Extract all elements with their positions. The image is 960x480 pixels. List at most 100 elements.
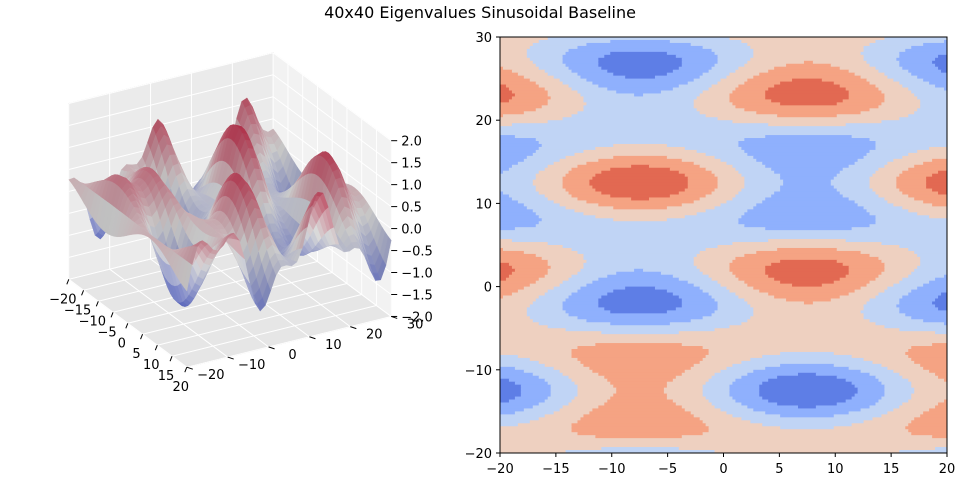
contour-band-cell [705, 194, 737, 199]
contour-band-cell [738, 295, 775, 300]
contour-band-cell [532, 60, 564, 65]
contour-band-cell [899, 188, 933, 193]
contour-band-cell [607, 292, 674, 297]
contour-band-cell [574, 381, 611, 386]
contour-band-cell [500, 414, 546, 418]
contour-x-tick-label: 5 [775, 462, 783, 477]
contour-band-cell [500, 54, 528, 59]
contour-band-cell [702, 387, 731, 392]
grid-x-floor [186, 315, 392, 368]
contour-band-cell [696, 265, 731, 270]
contour-plot: −20 −15 −10 −5 0 5 10 15 20 −20 −10 0 10 20 30 [465, 31, 956, 477]
contour-band-cell [738, 143, 877, 148]
contour-band-cell [875, 170, 903, 175]
contour-band-cell [526, 51, 567, 56]
contour-band-cell [833, 363, 883, 368]
contour-band-cell [738, 218, 877, 222]
contour-band-cell [500, 37, 549, 41]
contour-band-cell [738, 191, 775, 196]
contour-band-cell [631, 197, 650, 202]
contour-band-cell [869, 138, 947, 142]
contour-band-cell [500, 280, 537, 285]
contour-band-cell [717, 179, 745, 184]
contour-band-cell [666, 384, 704, 389]
contour-band-cell [693, 105, 737, 109]
contour-band-cell [932, 173, 947, 178]
contour-band-cell [595, 215, 686, 219]
contour-band-cell [500, 301, 534, 306]
contour-band-cell [917, 96, 947, 100]
contour-band-cell [932, 60, 947, 65]
contour-band-cell [544, 87, 573, 92]
contour-band-cell [714, 188, 742, 193]
contour-band-cell [500, 366, 516, 371]
contour-band-cell [500, 268, 516, 273]
contour-band-cell [559, 408, 593, 412]
contour-band-cell [869, 176, 897, 181]
surface-z-tick-label: 0.0 [401, 223, 422, 238]
contour-band-cell [729, 387, 760, 392]
contour-band-cell [500, 111, 525, 115]
contour-band-cell [613, 72, 668, 77]
contour-band-cell [842, 194, 880, 199]
contour-band-cell [750, 45, 865, 50]
contour-band-cell [720, 203, 757, 207]
contour-band-cell [690, 366, 728, 371]
contour-band-cell [666, 51, 716, 56]
contour-band-cell [714, 63, 745, 68]
contour-band-cell [869, 182, 897, 187]
contour-band-cell [535, 185, 564, 190]
contour-band-cell [613, 155, 668, 160]
contour-band-cell [681, 60, 719, 65]
contour-band-cell [944, 274, 947, 279]
contour-band-cell [759, 72, 856, 77]
contour-band-cell [932, 435, 947, 439]
contour-band-cell [711, 277, 739, 282]
contour-band-cell [610, 322, 671, 326]
contour-band-cell [678, 277, 713, 282]
contour-band-cell [500, 340, 947, 344]
contour-band-cell [899, 117, 947, 121]
contour-band-cell [544, 363, 585, 368]
contour-band-cell [500, 256, 543, 261]
contour-band-cell [500, 283, 531, 288]
contour-band-cell [511, 271, 549, 276]
contour-band-cell [929, 280, 947, 285]
contour-band-cell [762, 423, 853, 427]
contour-band-cell [938, 402, 947, 407]
contour-band-cell [768, 274, 847, 279]
contour-band-cell [687, 280, 719, 285]
contour-band-cell [863, 155, 903, 160]
contour-band-cell [681, 158, 722, 163]
contour-band-cell [765, 96, 850, 100]
contour-band-cell [753, 75, 862, 80]
surface-x-tick [66, 279, 70, 285]
contour-band-cell [592, 369, 686, 374]
contour-band-cell [836, 188, 874, 193]
contour-band-cell [675, 307, 719, 311]
contour-band-cell [500, 164, 513, 169]
contour-band-cell [744, 176, 781, 181]
contour-band-cell [565, 173, 596, 178]
contour-band-cell [616, 90, 662, 95]
grid-y-floor [68, 278, 188, 368]
contour-band-cell [678, 447, 936, 451]
contour-x-tick-label: 10 [827, 462, 844, 477]
contour-band-cell [699, 250, 757, 255]
contour-band-cell [750, 304, 865, 308]
contour-band-cell [848, 366, 888, 371]
contour-band-cell [500, 346, 579, 350]
contour-band-cell [538, 191, 570, 196]
contour-band-cell [920, 259, 947, 264]
contour-band-cell [765, 265, 850, 270]
contour-band-cell [926, 176, 947, 181]
contour-band-cell [714, 450, 900, 453]
contour-band-cell [500, 304, 531, 308]
contour-band-cell [908, 194, 947, 199]
contour-band-cell [944, 399, 947, 404]
surface-x-tick-label: 0 [118, 336, 126, 351]
surface-x-tick-label: 20 [173, 380, 190, 395]
contour-band-cell [514, 93, 549, 98]
contour-band-cell [720, 369, 754, 374]
contour-band-cell [762, 161, 856, 166]
